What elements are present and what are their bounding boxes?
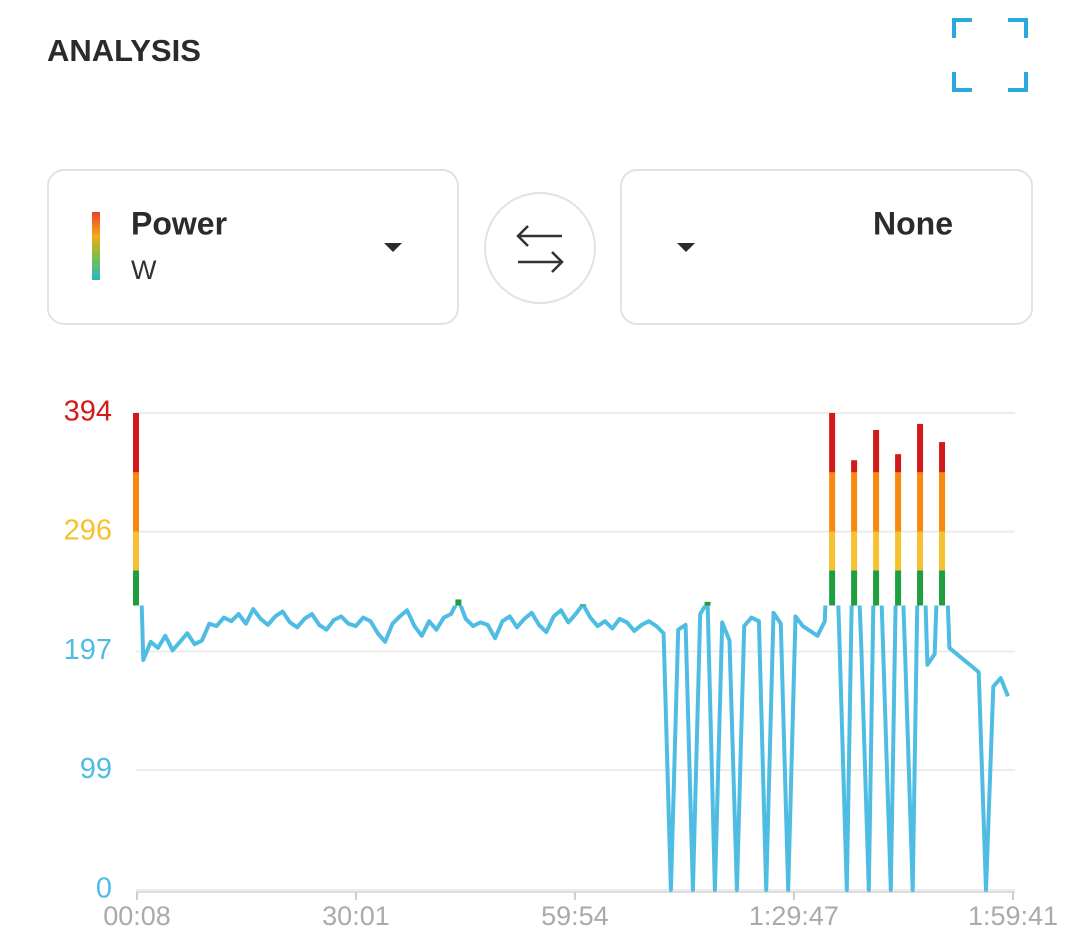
y-tick-label: 394 xyxy=(64,396,112,428)
secondary-selector[interactable]: None xyxy=(620,169,1033,325)
selector-unit: W xyxy=(131,255,157,285)
zone-segment xyxy=(895,570,902,606)
zone-segment xyxy=(829,472,836,532)
zone-segment xyxy=(133,472,139,532)
zone-segment xyxy=(829,531,836,571)
zone-segment xyxy=(917,570,924,606)
fullscreen-button[interactable] xyxy=(952,18,1028,92)
y-tick-label: 296 xyxy=(64,514,112,546)
x-tick-label: 30:01 xyxy=(322,901,390,931)
x-tick-label: 1:29:47 xyxy=(749,901,839,931)
zone-segment xyxy=(939,472,946,532)
y-tick-label: 0 xyxy=(96,873,112,905)
line xyxy=(139,605,1010,892)
x-tick-label: 59:54 xyxy=(541,901,609,931)
zone-segment xyxy=(917,472,924,532)
y-tick-label: 197 xyxy=(64,634,112,666)
x-tick-label: 00:08 xyxy=(103,901,171,931)
zone-segment xyxy=(939,570,946,606)
selector-label: Power xyxy=(131,205,227,241)
zone-segment xyxy=(873,570,880,606)
x-tick-label: 1:59:41 xyxy=(968,901,1058,931)
zone-segment xyxy=(873,472,880,532)
zone-segment xyxy=(704,601,711,606)
zone-segment xyxy=(895,454,902,473)
zone-segment xyxy=(579,604,586,606)
zone-segment xyxy=(873,429,880,473)
zone-segment xyxy=(917,423,924,473)
zone-segment xyxy=(939,442,946,473)
zone-segment xyxy=(851,460,858,473)
zone-segment xyxy=(895,472,902,532)
zone-segment xyxy=(133,570,139,606)
page-title: ANALYSIS xyxy=(47,33,201,68)
zone-segment xyxy=(851,531,858,571)
zone-segment xyxy=(133,531,139,571)
zone-segment xyxy=(829,413,836,473)
swap-button[interactable] xyxy=(484,192,596,304)
zone-segment xyxy=(133,413,139,473)
selector-label: None xyxy=(873,205,953,241)
y-tick-label: 99 xyxy=(80,753,112,785)
zone-segment xyxy=(829,570,836,606)
zone-segment xyxy=(873,531,880,571)
zone-segment xyxy=(917,531,924,571)
primary-selector[interactable]: Power W xyxy=(47,169,459,325)
zone-segment xyxy=(851,570,858,606)
zone-segment xyxy=(939,531,946,571)
zone-segment xyxy=(851,472,858,532)
zone-segment xyxy=(895,531,902,571)
zone-segment xyxy=(455,599,462,606)
